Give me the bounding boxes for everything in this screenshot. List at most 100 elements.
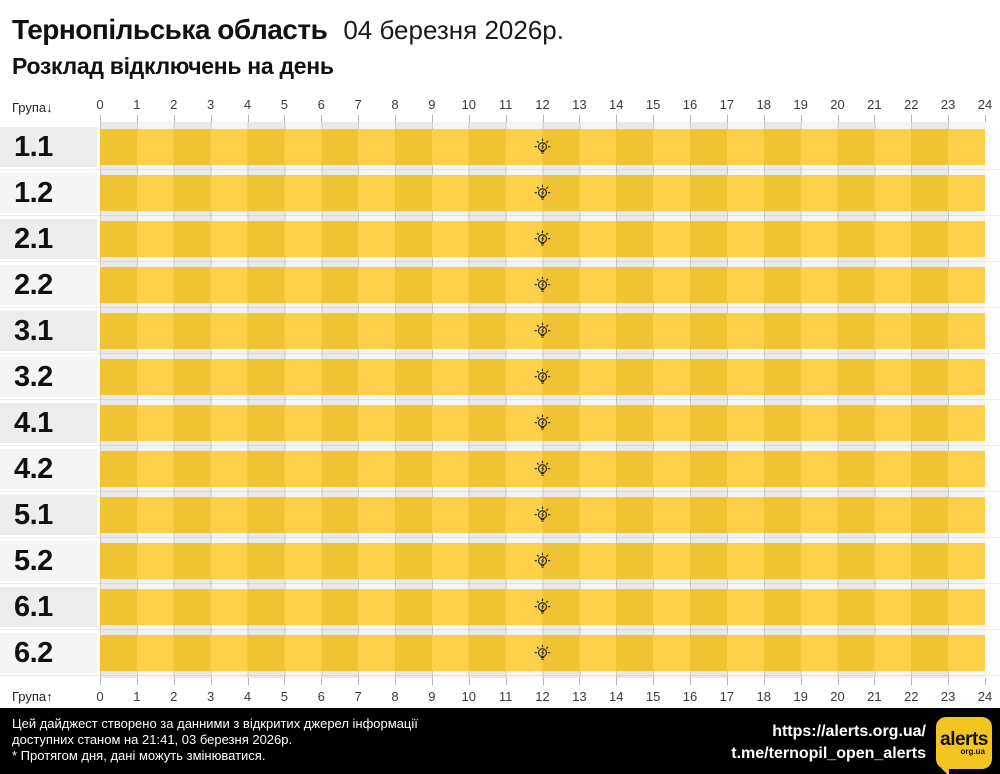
lightbulb-icon xyxy=(534,276,551,292)
hour-tick xyxy=(284,678,286,685)
outage-bar-4.1 xyxy=(100,405,985,441)
hour-tick xyxy=(136,678,138,685)
group-axis-label-bottom: Група↑ xyxy=(12,689,53,704)
hour-tick xyxy=(431,115,433,122)
schedule-row-5.1: 5.1 xyxy=(0,492,1000,538)
hour-label-6: 6 xyxy=(317,97,325,112)
hour-tick xyxy=(690,115,691,122)
row-bar-area xyxy=(100,630,985,676)
group-label-3.2: 3.2 xyxy=(0,357,97,397)
schedule-row-1.1: 1.1 xyxy=(0,124,1000,170)
hour-tick xyxy=(136,115,138,122)
schedule-row-6.1: 6.1 xyxy=(0,584,1000,630)
outage-bar-3.2 xyxy=(100,359,985,395)
hour-label-18: 18 xyxy=(756,689,771,704)
hour-tick xyxy=(948,678,950,685)
hour-tick xyxy=(247,678,249,685)
hour-tick xyxy=(468,115,470,122)
hour-tick xyxy=(505,678,507,685)
group-label-cell: 4.2 xyxy=(0,446,100,492)
hour-label-10: 10 xyxy=(461,689,476,704)
hour-label-11: 11 xyxy=(498,97,513,112)
hour-label-9: 9 xyxy=(428,689,436,704)
lightbulb-icon xyxy=(534,506,551,522)
title-row: Тернопільська область 04 березня 2026р. xyxy=(12,14,988,46)
hour-label-14: 14 xyxy=(609,689,624,704)
hour-label-11: 11 xyxy=(498,689,513,704)
schedule-row-2.2: 2.2 xyxy=(0,262,1000,308)
hour-tick xyxy=(579,678,581,685)
hour-tick xyxy=(505,115,507,122)
hour-label-24: 24 xyxy=(977,689,993,704)
hour-label-8: 8 xyxy=(391,689,399,704)
hour-tick xyxy=(800,115,802,122)
hour-label-3: 3 xyxy=(207,97,215,112)
group-label-cell: 3.1 xyxy=(0,308,100,354)
outage-bar-6.1 xyxy=(100,589,985,625)
hour-tick xyxy=(653,678,655,685)
hour-label-22: 22 xyxy=(904,689,919,704)
hour-tick xyxy=(100,115,101,122)
hour-label-12: 12 xyxy=(535,689,550,704)
telegram-link[interactable]: t.me/ternopil_open_alerts xyxy=(731,745,926,762)
hour-tick xyxy=(985,115,986,122)
outage-bar-4.2 xyxy=(100,451,985,487)
hour-label-0: 0 xyxy=(96,689,104,704)
axis-top: Група↓ 0 1 2 3 4 5 6 7 8 9 10 11 12 13 14 15 16 17 18 19 20 2… xyxy=(0,92,1000,122)
group-label-cell: 4.1 xyxy=(0,400,100,446)
hour-label-14: 14 xyxy=(609,97,624,112)
group-label-cell: 3.2 xyxy=(0,354,100,400)
group-label-1.1: 1.1 xyxy=(0,127,97,167)
hour-tick xyxy=(874,115,876,122)
schedule-chart: 1.1 1.2 2.1 2.2 3.1 3.2 4.1 4.2 5.1 5.2 6.1 6.2 xyxy=(0,122,1000,678)
hour-tick xyxy=(468,678,470,685)
lightbulb-icon xyxy=(534,460,551,476)
hour-label-7: 7 xyxy=(354,689,362,704)
hour-tick xyxy=(837,115,839,122)
hour-label-4: 4 xyxy=(243,689,252,704)
row-bar-area xyxy=(100,262,985,308)
group-label-cell: 2.1 xyxy=(0,216,100,262)
group-label-cell: 5.1 xyxy=(0,492,100,538)
hour-tick xyxy=(911,115,913,122)
group-label-1.2: 1.2 xyxy=(0,173,97,213)
hour-label-8: 8 xyxy=(391,97,399,112)
outage-bar-2.2 xyxy=(100,267,985,303)
row-bar-area xyxy=(100,492,985,538)
logo-suffix: org.ua xyxy=(960,746,985,756)
hour-tick xyxy=(321,678,323,685)
row-bar-area xyxy=(100,216,985,262)
lightbulb-icon xyxy=(534,368,551,384)
alerts-logo[interactable]: alerts org.ua xyxy=(936,717,992,774)
row-bar-area xyxy=(100,446,985,492)
disclaimer-line-2: доступних станом на 21:41, 03 березня 20… xyxy=(12,732,293,747)
hour-tick xyxy=(100,678,101,685)
footer-right: https://alerts.org.ua/ t.me/ternopil_ope… xyxy=(731,717,992,774)
schedule-row-4.2: 4.2 xyxy=(0,446,1000,492)
hour-tick xyxy=(210,115,212,122)
hour-label-10: 10 xyxy=(461,97,476,112)
hour-label-19: 19 xyxy=(793,689,808,704)
group-label-2.2: 2.2 xyxy=(0,265,97,305)
logo-speech-tail xyxy=(941,768,949,774)
lightbulb-icon xyxy=(534,598,551,614)
hour-tick xyxy=(173,115,175,122)
lightbulb-icon xyxy=(534,138,551,154)
group-label-5.1: 5.1 xyxy=(0,495,97,535)
group-label-cell: 6.2 xyxy=(0,630,100,676)
hour-tick xyxy=(542,678,544,685)
page-footer: Цей дайджест створено за данними з відкр… xyxy=(0,708,1000,774)
schedule-row-1.2: 1.2 xyxy=(0,170,1000,216)
lightbulb-icon xyxy=(534,644,551,660)
hour-label-22: 22 xyxy=(904,97,919,112)
outage-bar-2.1 xyxy=(100,221,985,257)
row-bar-area xyxy=(100,308,985,354)
hour-label-21: 21 xyxy=(867,689,882,704)
hour-label-1: 1 xyxy=(133,689,141,704)
page-header: Тернопільська область 04 березня 2026р. … xyxy=(0,0,1000,92)
row-bar-area xyxy=(100,354,985,400)
schedule-row-3.1: 3.1 xyxy=(0,308,1000,354)
row-bar-area xyxy=(100,584,985,630)
site-link[interactable]: https://alerts.org.ua/ xyxy=(772,723,926,740)
hour-label-12: 12 xyxy=(535,97,550,112)
